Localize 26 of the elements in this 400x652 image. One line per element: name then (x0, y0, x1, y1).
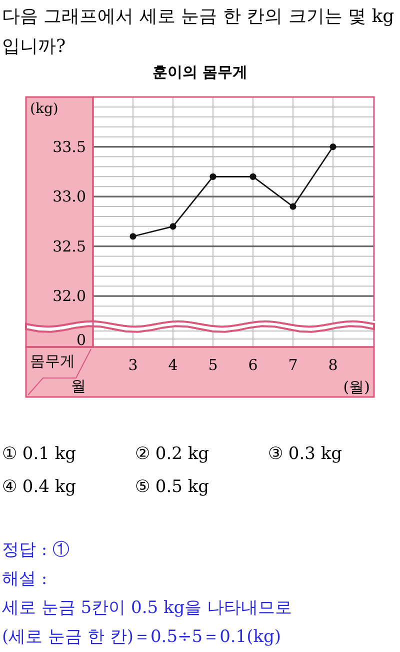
text: ② 0.2 kg (135, 443, 210, 464)
y-axis-title: (kg) (30, 101, 58, 117)
y-tick-label: 32.5 (52, 237, 86, 256)
y-tick-label: 33.0 (52, 188, 86, 206)
text: 해설 : (2, 568, 48, 590)
x-tick-label: 7 (288, 356, 298, 374)
y-tick-label: 33.5 (52, 138, 86, 156)
text: ⑤ 0.5 kg (135, 476, 210, 497)
text: 몸무게 (30, 352, 75, 370)
text: 0 (76, 331, 86, 349)
text: 월 (71, 377, 86, 395)
x-axis-title: (월) (343, 378, 370, 396)
text: 세로 눈금 5칸이 0.5 kg을 나타내므로 (2, 597, 292, 619)
x-tick-label: 4 (168, 356, 178, 374)
y-tick-label: 32.0 (52, 287, 86, 306)
text: ① 0.1 kg (2, 443, 76, 464)
text: ③ 0.3 kg (268, 443, 342, 464)
x-tick-label: 8 (328, 356, 338, 374)
chart-title: 훈이의 몸무게 (152, 63, 248, 81)
x-tick-label: 5 (208, 356, 218, 374)
text: 다음 그래프에서 세로 눈금 한 칸의 크기는 몇 kg입니까? (2, 5, 396, 59)
x-tick-label: 6 (248, 356, 258, 374)
text: (세로 눈금 한 칸)＝0.5÷5＝0.1(kg) (2, 626, 282, 648)
text: 정답 : ① (2, 539, 70, 561)
x-tick-label: 3 (128, 356, 138, 374)
text: ④ 0.4 kg (2, 476, 76, 497)
